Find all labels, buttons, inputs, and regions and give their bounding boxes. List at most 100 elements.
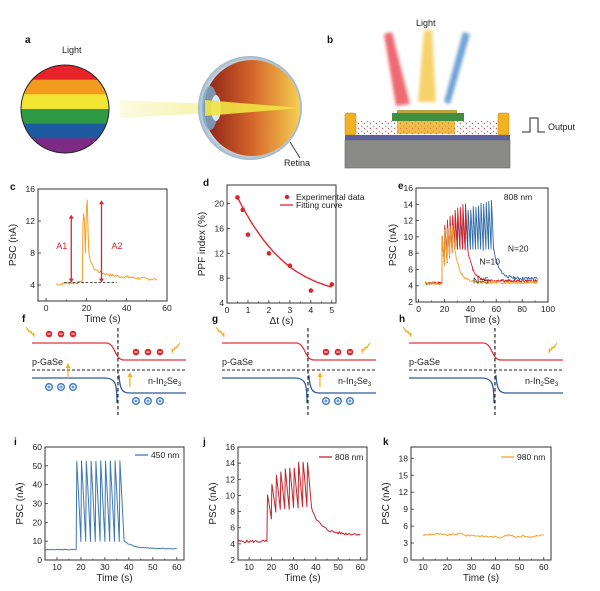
y-tick-label: 9	[403, 504, 408, 514]
y-axis-label: PPF index (%)	[197, 212, 208, 276]
y-tick-label: 20	[33, 517, 43, 527]
retina-label: Retina	[284, 158, 310, 168]
blue-light-beam	[444, 32, 470, 104]
x-tick-label: 1	[246, 305, 251, 315]
arrow-head	[98, 200, 104, 205]
y-tick-label: 14	[226, 458, 236, 468]
p-type-label: p-GaSe	[409, 357, 440, 367]
x-tick-label: 20	[82, 303, 92, 313]
y-tick-label: 12	[226, 474, 236, 484]
light-bolt-icon	[402, 326, 412, 338]
eye-illustration	[198, 56, 302, 160]
y-tick-label: 8	[219, 273, 224, 283]
conduction-band	[409, 342, 563, 361]
series-label: N=20	[508, 244, 529, 254]
y-tick-label: 8	[30, 248, 35, 258]
x-tick-label: 60	[162, 303, 172, 313]
valence-band-right	[308, 374, 376, 394]
legend-label: Fitting curve	[296, 200, 343, 210]
panel-label-g: g	[212, 314, 218, 325]
rainbow-band	[21, 109, 109, 125]
panel-a: a Light Retina	[20, 35, 310, 168]
y-tick-label: 20	[215, 199, 225, 209]
n-type-label: n-In2Se3	[148, 376, 182, 388]
x-tick-label: 20	[76, 562, 86, 572]
x-tick-label: 0	[225, 305, 230, 315]
x-tick-label: 60	[539, 562, 549, 572]
y-tick-label: 8	[408, 248, 413, 258]
x-tick-label: 40	[124, 562, 134, 572]
arrow-head	[127, 372, 133, 377]
x-tick-label: 0	[416, 304, 421, 314]
annotation-a2: A2	[111, 241, 122, 251]
y-axis-label: PSC (nA)	[388, 224, 399, 266]
x-tick-label: 50	[333, 562, 343, 572]
n-type-label: n-In2Se3	[525, 376, 559, 388]
light-label-b: Light	[416, 18, 436, 28]
panel-label-i: i	[14, 437, 17, 448]
y-tick-label: 0	[37, 555, 42, 565]
chart-e: 0 20 40 60 80 100 2 4 6 8 10 12 14 16 Time (s) PSC (nA)…	[388, 181, 555, 326]
panel-label-h: h	[399, 314, 405, 325]
x-tick-label: 60	[356, 562, 366, 572]
legend-label: 450 nm	[151, 450, 179, 460]
legend-label: Experimental data	[296, 192, 365, 202]
y-tick-label: 8	[230, 507, 235, 517]
y-axis-label: PSC (nA)	[381, 482, 392, 524]
panel-label-a: a	[25, 35, 31, 46]
fitting-curve	[236, 197, 332, 288]
y-axis-label: PSC (nA)	[8, 224, 19, 266]
rainbow-band	[21, 94, 109, 110]
x-tick-label: 20	[442, 562, 452, 572]
x-tick-label: 10	[418, 562, 428, 572]
data-point	[235, 195, 240, 200]
arrow-head	[98, 278, 104, 283]
y-tick-label: 60	[33, 442, 43, 452]
data-point	[240, 207, 246, 213]
y-tick-label: 2	[230, 555, 235, 565]
output-label: Output	[548, 122, 576, 132]
y-tick-label: 12	[399, 487, 409, 497]
y-tick-label: 30	[33, 499, 43, 509]
light-label-a: Light	[62, 45, 82, 55]
x-tick-label: 30	[100, 562, 110, 572]
arrow-head	[68, 278, 74, 283]
data-point	[266, 251, 272, 256]
y-tick-label: 3	[403, 538, 408, 548]
x-axis-label: Time (s)	[84, 314, 120, 325]
light-beams	[384, 30, 470, 106]
y-tick-label: 10	[33, 536, 43, 546]
x-tick-label: 3	[288, 305, 293, 315]
y-tick-label: 6	[403, 521, 408, 531]
y-tick-label: 4	[219, 298, 224, 308]
x-axis-label: Time (s)	[463, 573, 499, 584]
annotation-a1: A1	[56, 241, 67, 251]
y-tick-label: 0	[403, 555, 408, 565]
light-bolt-icon	[215, 326, 225, 338]
chart-c: 0 20 40 60 4 8 12 16 Time (s) PSC (nA) c A1 A2	[8, 182, 172, 325]
x-axis-label: Time (s)	[284, 573, 320, 584]
data-point	[329, 282, 335, 287]
legend-label: 980 nm	[517, 452, 545, 462]
band-diagram-h: h p-GaSe n-In2Se3	[399, 314, 563, 415]
y-tick-label: 12	[215, 248, 225, 258]
chart-k: 10 20 30 40 50 60 0 3 6 9 12 15 18 Time (s) PSC (nA) k 9…	[381, 437, 552, 584]
rainbow-band	[21, 123, 109, 139]
x-tick-label: 60	[492, 304, 502, 314]
plot-frame	[37, 188, 168, 302]
panel-label-d: d	[203, 178, 209, 189]
trace-n-5	[424, 225, 539, 285]
legend-label: 808 nm	[335, 452, 363, 462]
y-axis-label: PSC (nA)	[208, 482, 219, 524]
conduction-band	[222, 342, 376, 361]
rainbow-light-disc	[20, 64, 110, 154]
yellow-light-beam	[418, 30, 436, 102]
panel-label-k: k	[383, 437, 389, 448]
y-tick-label: 10	[226, 490, 236, 500]
y-tick-label: 15	[399, 470, 409, 480]
light-bolt-icon	[548, 342, 558, 354]
n-type-label: n-In2Se3	[338, 376, 372, 388]
x-tick-label: 30	[289, 562, 299, 572]
panel-label-b: b	[327, 35, 333, 46]
